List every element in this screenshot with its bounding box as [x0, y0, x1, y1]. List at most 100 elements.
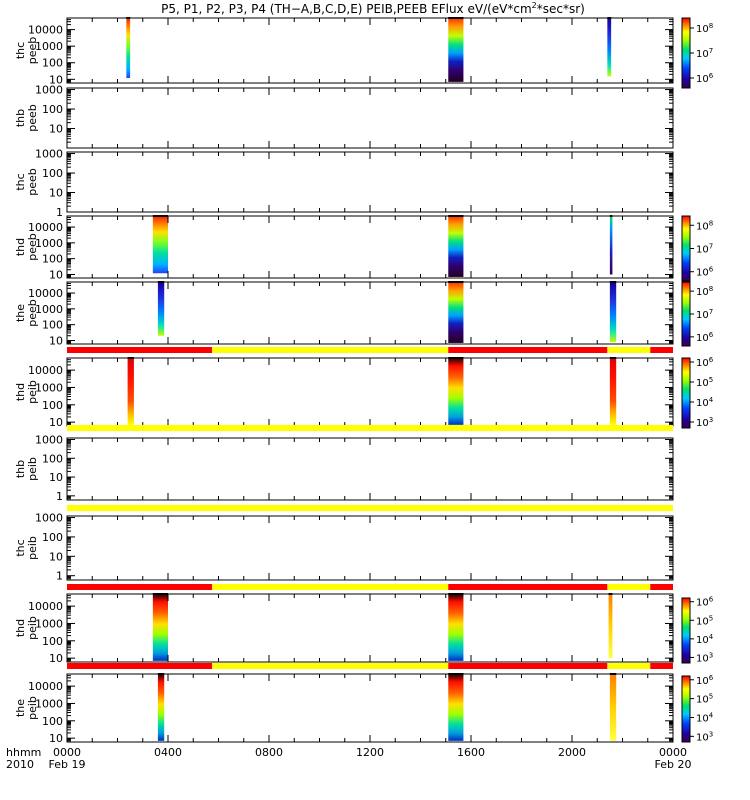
mode-bar-segment: [607, 347, 651, 353]
mode-bar-segment: [212, 584, 449, 590]
colorbar-tick-label: 107: [696, 308, 713, 321]
colorbar: 103 104 105 106: [681, 674, 714, 743]
data-burst: [609, 282, 617, 343]
colorbar-tick-label: 104: [696, 711, 714, 724]
mode-bar-segment: [67, 584, 213, 590]
y-tick-label: 10000: [28, 364, 63, 377]
mode-bar-segment: [67, 663, 213, 669]
panel-instrument-label: peib: [26, 380, 39, 404]
y-tick-label: 1000: [35, 303, 63, 316]
data-burst: [157, 674, 165, 741]
panel-frame: [66, 87, 674, 149]
panel-probe-label: thc: [14, 42, 27, 59]
data-burst: [448, 594, 464, 661]
y-tick-label: 1000: [35, 381, 63, 394]
title-superscript: 2: [532, 1, 537, 10]
data-burst: [448, 282, 464, 343]
colorbar-tick-label: 103: [696, 651, 713, 664]
panel-instrument-label: peeb: [26, 168, 39, 196]
y-tick-label: 10: [49, 73, 63, 86]
y-tick-label: 100: [42, 253, 63, 266]
panel-probe-label: the: [14, 304, 27, 322]
mode-bar-segment: [607, 584, 651, 590]
y-tick-label: 100: [42, 399, 63, 412]
colorbar-tick-label: 108: [696, 22, 713, 35]
y-tick-label: 10000: [28, 680, 63, 693]
panel-probe-label: thd: [14, 238, 27, 256]
mode-bar-segment: [212, 663, 449, 669]
panel-thb-peeb: 10 100 1000 thb peeb: [14, 84, 674, 149]
figure-title: P5, P1, P2, P3, P4 (TH−A,B,C,D,E) PEIB,P…: [161, 1, 585, 16]
data-burst: [609, 216, 613, 275]
colorbar-tick-label: 104: [696, 633, 714, 646]
panel-instrument-label: peeb: [26, 233, 39, 261]
panel-frame: [66, 437, 674, 501]
y-tick-label: 10: [49, 550, 63, 563]
y-tick-label: 1000: [35, 84, 63, 97]
panel-probe-label: thb: [14, 460, 27, 478]
y-tick-label: 1: [56, 490, 63, 503]
colorbar: 103 104 105 106: [681, 596, 714, 664]
y-tick-label: 1000: [35, 512, 63, 525]
panel-frame: [66, 17, 674, 84]
y-tick-label: 100: [42, 715, 63, 728]
y-tick-label: 10: [49, 732, 63, 745]
colorbar-tick-label: 107: [696, 47, 713, 60]
data-burst: [127, 358, 134, 425]
data-burst: [152, 216, 168, 274]
panel-probe-label: thb: [14, 109, 27, 127]
panel-instrument-label: peeb: [26, 37, 39, 65]
data-burst: [448, 674, 464, 741]
y-tick-label: 100: [42, 635, 63, 648]
y-tick-label: 100: [42, 452, 63, 465]
title-end: *sec*sr): [537, 2, 585, 16]
colorbar-tick-label: 108: [696, 219, 713, 232]
panel-probe-label: thd: [14, 619, 27, 637]
panel-instrument-label: peib: [26, 536, 39, 560]
colorbar-scale: [681, 281, 691, 347]
y-tick-label: 1000: [35, 40, 63, 53]
data-burst: [608, 594, 613, 659]
panel-frame: [66, 151, 674, 213]
colorbar-scale: [681, 215, 691, 282]
y-tick-label: 100: [42, 319, 63, 332]
y-tick-label: 10: [49, 471, 63, 484]
y-tick-label: 1: [56, 206, 63, 219]
y-tick-label: 10000: [28, 287, 63, 300]
colorbar-tick-label: 106: [696, 596, 714, 609]
y-tick-label: 100: [42, 531, 63, 544]
panel-frame: [66, 515, 674, 581]
y-tick-label: 100: [42, 167, 63, 180]
colorbar-tick-label: 106: [696, 72, 714, 85]
y-tick-label: 10: [49, 187, 63, 200]
y-tick-label: 1000: [35, 433, 63, 446]
mode-bar-segment: [212, 347, 449, 353]
y-tick-label: 100: [42, 57, 63, 70]
mode-bar-segment: [448, 663, 608, 669]
panel-probe-label: thc: [14, 173, 27, 190]
colorbar: 103 104 105 106: [681, 356, 714, 429]
colorbar-tick-label: 104: [696, 396, 714, 409]
y-tick-label: 1: [56, 570, 63, 583]
data-burst: [448, 216, 464, 277]
x-tick-label: 1200: [356, 746, 384, 759]
title-main: P5, P1, P2, P3, P4 (TH−A,B,C,D,E) PEIB,P…: [161, 2, 532, 16]
panel-instrument-label: peeb: [26, 104, 39, 132]
y-tick-label: 1000: [35, 617, 63, 630]
data-burst: [609, 358, 617, 425]
colorbar: 106 107 108: [681, 17, 714, 89]
x-tick-label: 0800: [255, 746, 283, 759]
mode-bar-segment: [607, 663, 651, 669]
mode-bar-segment: [650, 584, 673, 590]
mode-bar-segment: [650, 663, 673, 669]
y-tick-label: 10: [49, 268, 63, 281]
panel-frame: [66, 357, 674, 427]
mode-bar-segment: [67, 505, 673, 511]
x-date-label: Feb 20: [655, 758, 692, 771]
y-tick-label: 10000: [28, 600, 63, 613]
